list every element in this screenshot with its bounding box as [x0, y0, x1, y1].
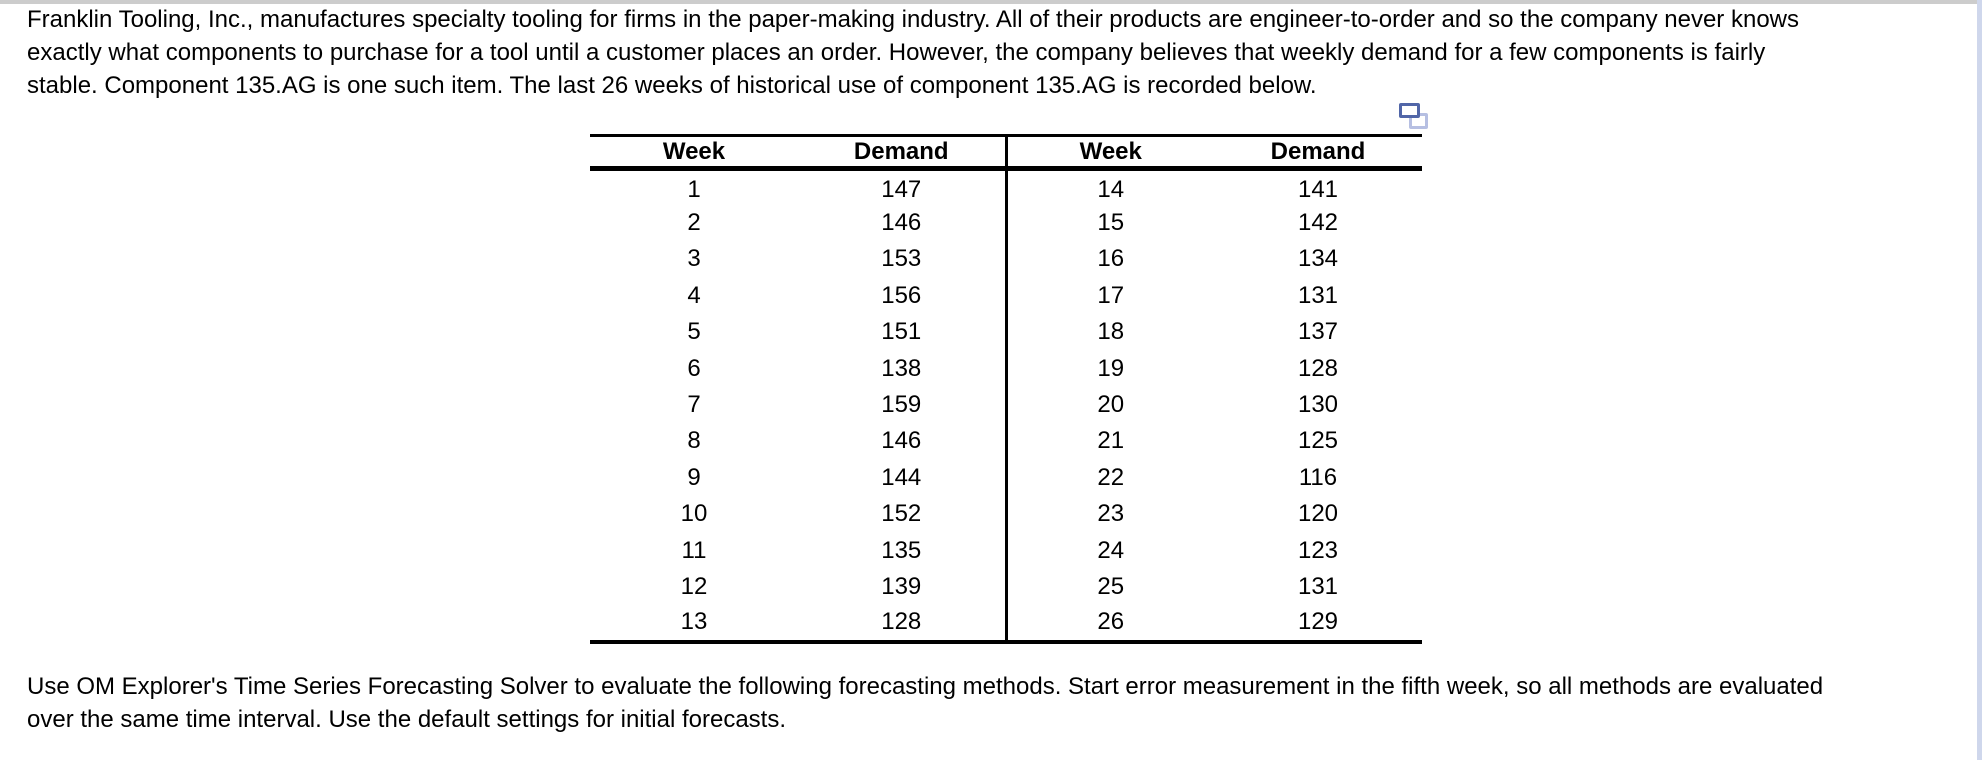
demand-cell: 123	[1297, 536, 1339, 564]
week-cell: 16	[1004, 241, 1214, 278]
demand-cell: 146	[881, 209, 922, 237]
week-cell: 18	[1004, 314, 1214, 351]
table-row: 11 135 24 123	[590, 532, 1422, 569]
demand-table-body: 1 147 14 141 2 146 15 142 3 153 16 134 4 156 17 131 5 151…	[590, 168, 1422, 642]
top-border-strip	[0, 0, 1982, 4]
problem-statement-line: stable. Component 135.AG is one such ite…	[27, 72, 1317, 99]
demand-cell: 139	[881, 572, 922, 600]
table-row: 10 152 23 120	[590, 496, 1422, 533]
solver-instructions-line: over the same time interval. Use the def…	[27, 706, 787, 733]
demand-cell: 137	[1297, 318, 1339, 346]
table-row: 9 144 22 116	[590, 459, 1422, 497]
week-cell: 17	[1004, 277, 1214, 315]
week-cell: 12	[680, 572, 708, 600]
table-row: 1 147 14 141	[590, 168, 1422, 205]
copy-icon[interactable]	[1399, 103, 1429, 130]
problem-statement-line: exactly what components to purchase for …	[27, 39, 1766, 66]
week-cell: 24	[1004, 532, 1214, 569]
demand-cell: 153	[881, 245, 922, 273]
demand-cell: 116	[1298, 463, 1338, 491]
table-row: 8 146 21 125	[590, 423, 1422, 460]
week-cell: 15	[1004, 204, 1214, 242]
week-cell: 9	[687, 463, 701, 491]
week-cell: 6	[687, 354, 701, 382]
problem-statement: Franklin Tooling, Inc., manufactures spe…	[27, 3, 1799, 102]
table-row: 4 156 17 131	[590, 277, 1422, 315]
table-row: 2 146 15 142	[590, 204, 1422, 242]
week-cell: 25	[1004, 568, 1214, 606]
table-header-demand-right: Demand	[1214, 135, 1422, 171]
demand-cell: 131	[1297, 572, 1339, 600]
demand-history-table: Week Demand Week Demand 1 147 14 141 2 146 15 1…	[590, 134, 1422, 644]
demand-cell: 129	[1297, 608, 1339, 636]
week-cell: 4	[687, 281, 701, 309]
copy-icon-front-rect	[1399, 103, 1420, 118]
demand-cell: 156	[881, 281, 922, 309]
table-row: 3 153 16 134	[590, 241, 1422, 278]
week-cell: 8	[687, 427, 701, 455]
table-header-week-right: Week	[1004, 135, 1214, 171]
demand-cell: 128	[881, 608, 922, 636]
table-row: 6 138 19 128	[590, 350, 1422, 387]
demand-cell: 135	[881, 536, 922, 564]
week-cell: 14	[1004, 168, 1214, 205]
demand-cell: 125	[1297, 427, 1339, 455]
week-cell: 21	[1004, 423, 1214, 460]
demand-cell: 130	[1297, 391, 1339, 419]
demand-cell: 142	[1297, 209, 1339, 237]
demand-cell: 151	[881, 318, 922, 346]
problem-statement-line: Franklin Tooling, Inc., manufactures spe…	[27, 6, 1799, 33]
table-row: 7 159 20 130	[590, 386, 1422, 424]
table-header-row: Week Demand Week Demand	[590, 135, 1422, 171]
week-cell: 10	[680, 500, 708, 528]
week-cell: 26	[1004, 605, 1214, 642]
table-header-demand-left: Demand	[798, 135, 1006, 171]
table-row: 5 151 18 137	[590, 314, 1422, 351]
week-cell: 1	[687, 175, 701, 203]
demand-cell: 146	[881, 427, 922, 455]
demand-cell: 131	[1297, 281, 1339, 309]
week-cell: 5	[687, 318, 701, 346]
demand-cell: 159	[881, 391, 922, 419]
demand-cell: 134	[1297, 245, 1339, 273]
demand-cell: 120	[1297, 500, 1339, 528]
table-row: 13 128 26 129	[590, 605, 1422, 642]
solver-instructions: Use OM Explorer's Time Series Forecastin…	[27, 670, 1823, 736]
demand-cell: 147	[881, 175, 922, 203]
week-cell: 7	[687, 391, 701, 419]
week-cell: 2	[687, 209, 701, 237]
demand-cell: 141	[1297, 175, 1339, 203]
week-cell: 11	[681, 536, 707, 564]
table-row: 12 139 25 131	[590, 568, 1422, 606]
scrollbar-edge	[1977, 0, 1982, 760]
demand-cell: 138	[881, 354, 922, 382]
week-cell: 3	[687, 245, 701, 273]
week-cell: 19	[1004, 350, 1214, 387]
table-header-week-left: Week	[590, 135, 798, 171]
week-cell: 20	[1004, 386, 1214, 424]
solver-instructions-line: Use OM Explorer's Time Series Forecastin…	[27, 673, 1824, 700]
demand-cell: 128	[1297, 354, 1339, 382]
demand-cell: 152	[881, 500, 922, 528]
demand-cell: 144	[881, 463, 922, 491]
week-cell: 23	[1004, 496, 1214, 533]
week-cell: 13	[680, 608, 708, 636]
week-cell: 22	[1004, 459, 1214, 497]
